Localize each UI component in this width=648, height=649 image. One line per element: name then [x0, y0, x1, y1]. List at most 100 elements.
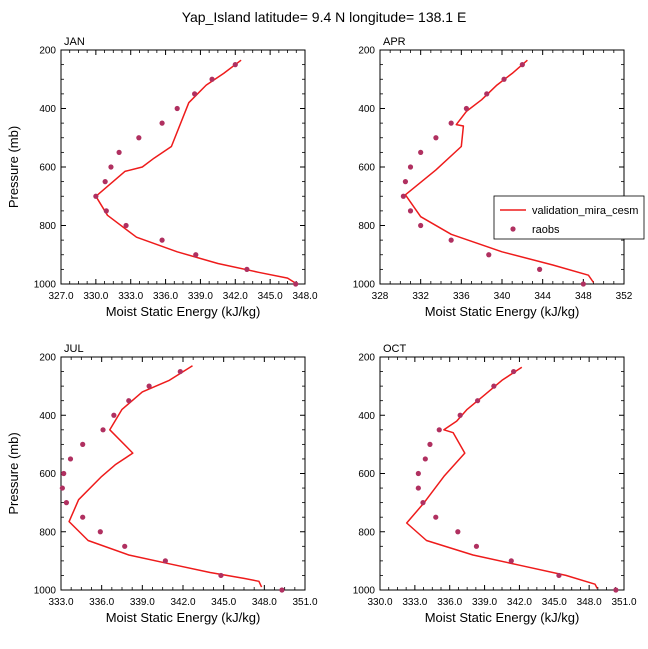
y-tick-label: 800	[358, 527, 375, 538]
x-tick-label: 348.0	[252, 597, 277, 608]
panel-label-oct: OCT	[383, 343, 407, 355]
y-tick-label: 800	[39, 527, 56, 538]
raob-point	[100, 427, 106, 433]
raob-point	[420, 500, 426, 506]
y-tick-label: 1000	[34, 586, 57, 597]
raob-point	[97, 529, 103, 535]
raob-point	[407, 208, 414, 214]
x-tick-label: 344	[534, 291, 551, 302]
y-tick-label: 200	[39, 46, 56, 57]
x-tick-label: 336.0	[89, 597, 114, 608]
raob-point	[103, 208, 109, 214]
x-tick-label: 336.0	[437, 597, 462, 608]
chart-panel-oct: 330.0 333.0 336.0 339.0 342.0 345.0 348.0 351.0…	[353, 343, 637, 625]
y-tick-label: 600	[358, 163, 375, 174]
raob-point	[174, 105, 180, 112]
y-tick-label: 800	[358, 221, 375, 232]
raob-point	[436, 427, 442, 433]
y-tick-label: 1000	[353, 280, 376, 291]
y-tick-label: 1000	[353, 586, 376, 597]
x-axis-label: Moist Static Energy (kJ/kg)	[106, 610, 261, 625]
x-tick-label: 339.0	[472, 597, 497, 608]
raob-point	[415, 485, 421, 491]
x-tick-label: 342.0	[507, 597, 532, 608]
raob-point	[123, 222, 129, 229]
x-tick-label: 336	[453, 291, 470, 302]
x-tick-label: 340	[494, 291, 511, 302]
x-axis-label: Moist Static Energy (kJ/kg)	[425, 304, 580, 319]
panel-label-jan: JAN	[64, 36, 85, 48]
raob-point	[402, 179, 409, 185]
y-tick-label: 200	[358, 353, 375, 364]
chart-panel-apr: 328 332 336 340 344 348 352 200 400 600 800 1000 APR…	[353, 36, 633, 319]
raob-point	[93, 193, 99, 199]
y-axis-label: Pressure (mb)	[6, 432, 21, 514]
raob-point	[407, 164, 414, 170]
raob-point	[218, 572, 224, 579]
raob-point	[80, 514, 86, 520]
x-tick-label: 351.0	[611, 597, 636, 608]
raob-point	[159, 120, 165, 126]
raob-point	[486, 252, 492, 258]
raob-point	[433, 135, 439, 141]
raob-point	[422, 456, 428, 462]
x-axis-label: Moist Static Energy (kJ/kg)	[425, 610, 580, 625]
x-tick-label: 328	[372, 291, 389, 302]
raob-point	[501, 76, 507, 82]
x-axis-label: Moist Static Energy (kJ/kg)	[106, 304, 261, 319]
raob-point	[613, 587, 619, 593]
model-profile-line	[404, 59, 595, 283]
x-tick-label: 348.0	[577, 597, 602, 608]
raob-point	[455, 529, 461, 535]
y-tick-label: 600	[39, 469, 56, 480]
x-tick-label: 330.0	[367, 597, 392, 608]
x-tick-label: 333.0	[402, 597, 427, 608]
model-profile-line	[68, 365, 263, 588]
raob-point	[59, 485, 65, 491]
legend-marker-swatch	[510, 226, 516, 232]
model-profile-line	[95, 59, 298, 285]
raob-point	[80, 441, 86, 447]
y-tick-label: 400	[358, 104, 375, 115]
legend-box	[493, 195, 645, 240]
legend-label-raobs: raobs	[532, 224, 560, 236]
y-axis-label: Pressure (mb)	[6, 126, 21, 208]
plot-frame	[379, 49, 625, 285]
x-tick-label: 339.0	[188, 291, 213, 302]
raob-point	[418, 149, 424, 155]
y-tick-label: 600	[39, 163, 56, 174]
raob-point	[463, 105, 470, 112]
raob-point	[433, 514, 439, 520]
x-tick-label: 336.0	[153, 291, 178, 302]
raob-point	[457, 412, 463, 418]
x-tick-label: 345.0	[258, 291, 283, 302]
raob-point	[556, 572, 562, 579]
x-tick-label: 333.0	[48, 597, 73, 608]
raob-point	[427, 441, 433, 447]
raob-point	[162, 558, 168, 564]
y-tick-label: 400	[39, 104, 56, 115]
legend-label-model: validation_mira_cesm	[532, 205, 638, 217]
raob-point	[244, 266, 250, 272]
raob-point	[126, 398, 132, 404]
y-tick-label: 200	[39, 353, 56, 364]
raob-point	[159, 237, 165, 243]
raob-point	[400, 193, 406, 199]
raob-point	[209, 76, 215, 82]
raob-point	[102, 179, 108, 185]
raob-point	[111, 412, 117, 418]
raob-point	[193, 252, 199, 258]
x-tick-label: 348	[575, 291, 592, 302]
raob-point	[448, 237, 454, 243]
raob-point	[580, 281, 586, 287]
panel-label-jul: JUL	[64, 343, 84, 355]
y-tick-label: 400	[358, 411, 375, 422]
x-tick-label: 342.0	[170, 597, 195, 608]
chart-panels: 327.0 330.0 333.0 336.0 339.0 342.0 345.0 348.0…	[6, 36, 637, 625]
x-tick-label: 327.0	[48, 291, 73, 302]
x-tick-label: 345.0	[211, 597, 236, 608]
x-tick-label: 332	[412, 291, 429, 302]
raob-point	[293, 281, 299, 287]
